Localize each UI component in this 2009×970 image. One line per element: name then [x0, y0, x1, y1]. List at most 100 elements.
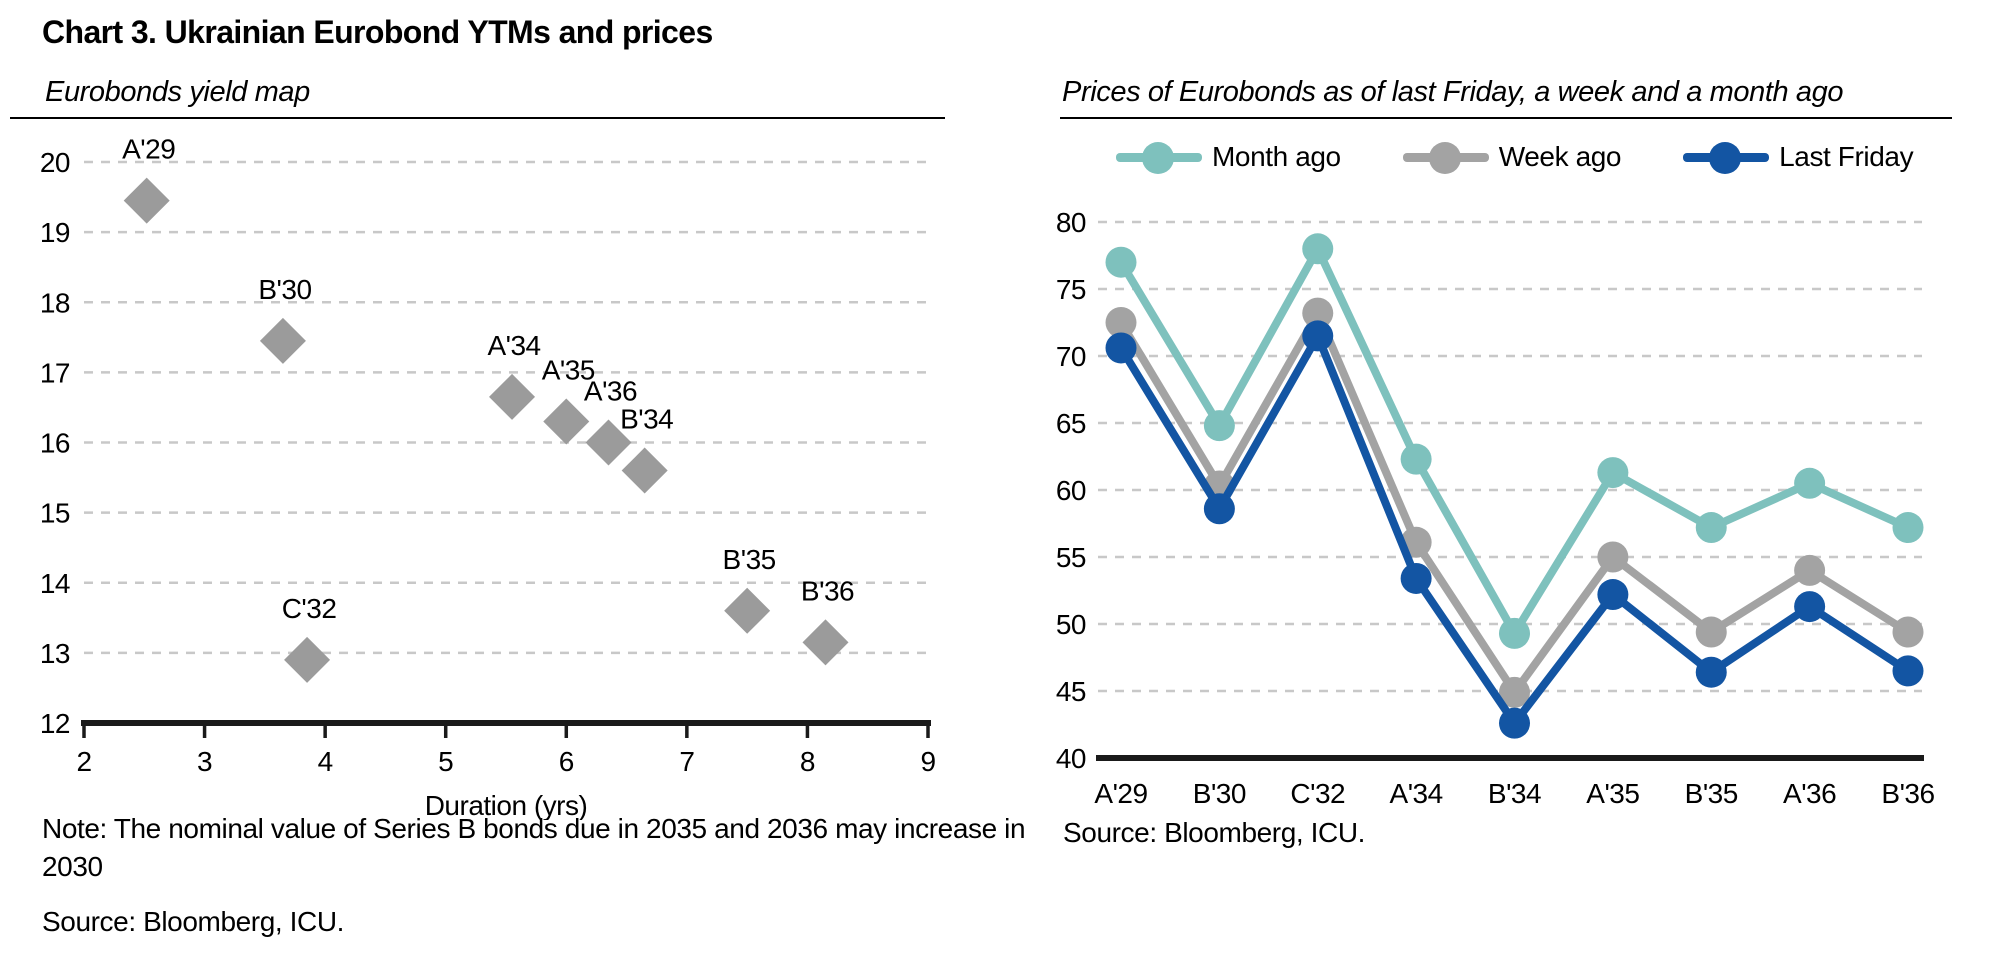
data-point	[1695, 656, 1727, 688]
svg-text:17: 17	[40, 357, 70, 388]
data-point	[1892, 655, 1924, 687]
data-point	[1203, 493, 1235, 525]
data-point	[1597, 457, 1629, 489]
scatter-point-B35	[724, 587, 771, 634]
legend-item-week-ago: Week ago	[1402, 141, 1622, 174]
yield-map-source: Source: Bloomberg, ICU.	[42, 906, 345, 937]
point-label: A'29	[122, 134, 175, 165]
yield-map-chart: 12 13 14 15 16 17 18 19 20 2 3 4 5 6 7 8 9 Duration (yrs)…	[40, 134, 936, 820]
yield-map-note: Note: The nominal value of Series B bond…	[42, 813, 1026, 883]
data-point	[1499, 617, 1530, 649]
x-axis-title: Duration (yrs)	[425, 790, 588, 820]
point-label: C'32	[282, 593, 337, 624]
svg-text:13: 13	[40, 638, 70, 669]
chart-legend: Month ago Week ago Last Friday	[1116, 141, 1914, 174]
point-label: A'35	[542, 354, 595, 385]
month-ago-line-icon	[1116, 141, 1202, 174]
category-label: A'35	[1586, 778, 1639, 809]
point-label: A'36	[584, 376, 637, 407]
data-point	[1105, 307, 1137, 338]
prices-source: Source: Bloomberg, ICU.	[1063, 817, 1366, 848]
category-label: B'30	[1193, 778, 1246, 809]
svg-text:14: 14	[40, 568, 70, 599]
point-label: A'34	[487, 330, 540, 361]
data-point	[1400, 443, 1432, 475]
last-friday-line-icon	[1683, 141, 1770, 174]
point-label: B'36	[801, 575, 854, 606]
prices-subtitle: Prices of Eurobonds as of last Friday, a…	[1062, 76, 1844, 108]
legend-item-last-friday: Last Friday	[1683, 141, 1914, 174]
data-point	[1302, 233, 1334, 265]
data-point	[1400, 562, 1432, 594]
data-point	[1499, 676, 1530, 708]
point-label: B'30	[258, 274, 311, 305]
scatter-point-B36	[802, 619, 849, 666]
category-label: B'36	[1881, 778, 1934, 809]
last-friday-dot-icon	[1709, 141, 1742, 174]
category-label: C'32	[1290, 778, 1345, 809]
svg-text:2: 2	[76, 746, 91, 777]
data-point	[1203, 410, 1235, 442]
svg-text:4: 4	[318, 746, 333, 777]
scatter-point-B34	[621, 447, 668, 494]
category-label: A'36	[1783, 778, 1836, 809]
svg-text:80: 80	[1056, 207, 1086, 238]
figure-title: Chart 3. Ukrainian Eurobond YTMs and pri…	[42, 14, 713, 50]
data-point	[1892, 512, 1924, 544]
week-ago-line-icon	[1402, 141, 1489, 174]
svg-text:75: 75	[1056, 274, 1086, 305]
scatter-point-A34	[489, 373, 536, 420]
data-point	[1105, 246, 1137, 278]
svg-text:20: 20	[40, 147, 70, 178]
point-label: B'34	[620, 404, 673, 435]
data-point	[1794, 467, 1826, 499]
category-label: B'35	[1685, 778, 1738, 809]
svg-text:6: 6	[559, 746, 574, 777]
data-point	[1105, 332, 1137, 364]
prices-divider	[1060, 117, 1952, 119]
svg-text:50: 50	[1056, 609, 1086, 640]
svg-text:16: 16	[40, 428, 70, 459]
svg-text:15: 15	[40, 498, 70, 529]
svg-text:18: 18	[40, 287, 70, 318]
scatter-point-A36	[585, 419, 632, 466]
data-point	[1302, 297, 1334, 329]
scatter-point-A35	[543, 398, 590, 445]
svg-text:55: 55	[1056, 542, 1086, 573]
data-point	[1302, 320, 1334, 352]
svg-text:3: 3	[197, 746, 212, 777]
data-point	[1695, 512, 1727, 544]
legend-label: Month ago	[1212, 141, 1341, 172]
category-label: A'29	[1094, 778, 1147, 809]
svg-text:40: 40	[1056, 743, 1086, 774]
svg-text:8: 8	[800, 746, 815, 777]
category-label: A'34	[1390, 778, 1443, 809]
prices-chart: 80 75 70 65 60 55 50 45 40 A'29 B'30 C'32 A'34 B'34 A'…	[1056, 207, 1935, 809]
month-ago-dot-icon	[1142, 141, 1174, 174]
scatter-point-A29	[123, 177, 170, 224]
series-line-month-ago	[1117, 244, 1912, 638]
legend-label: Week ago	[1498, 141, 1622, 172]
legend-label: Last Friday	[1779, 141, 1914, 172]
svg-text:65: 65	[1056, 408, 1086, 439]
svg-text:19: 19	[40, 217, 70, 248]
svg-text:12: 12	[40, 708, 70, 739]
data-point	[1794, 591, 1826, 623]
data-point	[1499, 707, 1530, 739]
scatter-point-B30	[259, 317, 306, 364]
svg-text:45: 45	[1056, 676, 1086, 707]
legend-item-month-ago: Month ago	[1116, 141, 1341, 174]
data-point	[1597, 579, 1629, 611]
data-point	[1597, 541, 1629, 573]
svg-text:9: 9	[920, 746, 935, 777]
data-point	[1892, 616, 1924, 648]
yield-map-divider	[10, 117, 945, 119]
svg-text:7: 7	[679, 746, 694, 777]
category-label: B'34	[1488, 778, 1541, 809]
svg-text:5: 5	[438, 746, 453, 777]
data-point	[1695, 616, 1727, 648]
data-point	[1794, 554, 1826, 586]
svg-text:70: 70	[1056, 341, 1086, 372]
svg-text:60: 60	[1056, 475, 1086, 506]
